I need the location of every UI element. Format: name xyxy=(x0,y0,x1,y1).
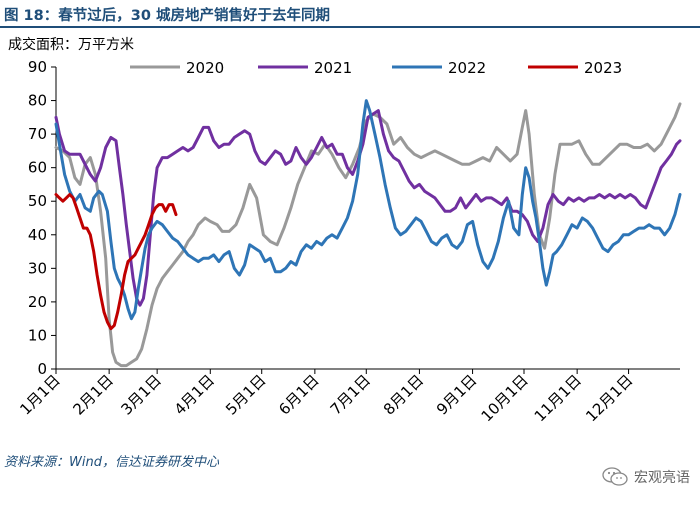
legend-label: 2022 xyxy=(448,59,486,77)
y-tick-label: 80 xyxy=(28,92,47,110)
y-tick-label: 50 xyxy=(28,192,47,210)
series-line-2020 xyxy=(54,102,682,368)
x-tick-label: 1月1日 xyxy=(16,371,63,418)
x-tick-label: 12月1日 xyxy=(582,371,636,425)
series-line-2021 xyxy=(54,109,682,307)
x-tick-label: 3月1日 xyxy=(118,371,165,418)
watermark: 宏观亮语 xyxy=(602,467,690,487)
x-tick-label: 6月1日 xyxy=(275,371,322,418)
unit-label: 成交面积：万平方米 xyxy=(8,36,134,53)
legend-label: 2021 xyxy=(314,59,352,77)
x-tick-label: 11月1日 xyxy=(531,371,585,425)
x-tick-label: 7月1日 xyxy=(327,371,374,418)
legend: 2020 2021 2022 2023 xyxy=(130,59,622,77)
y-tick-label: 0 xyxy=(37,360,47,378)
y-tick-label: 30 xyxy=(28,259,47,277)
title-divider xyxy=(0,26,700,28)
y-tick-label: 70 xyxy=(28,125,47,143)
legend-label: 2020 xyxy=(186,59,224,77)
watermark-text: 宏观亮语 xyxy=(634,470,690,486)
series-line-2022 xyxy=(54,99,682,321)
axes: 0 10 20 30 40 50 60 70 80 90 1月1日 2月1日 3月1日 4月1日 5月1日 6… xyxy=(16,58,680,425)
x-tick-label: 10月1日 xyxy=(478,371,532,425)
x-tick-label: 5月1日 xyxy=(222,371,269,418)
y-tick-label: 90 xyxy=(28,58,47,76)
x-tick-label: 4月1日 xyxy=(171,371,218,418)
y-tick-label: 20 xyxy=(28,293,47,311)
y-tick-label: 60 xyxy=(28,159,47,177)
figure-title: 图 18：春节过后，30 城房地产销售好于去年同期 xyxy=(4,8,330,24)
y-tick-label: 10 xyxy=(28,326,47,344)
y-tick-label: 40 xyxy=(28,226,47,244)
x-tick-label: 2月1日 xyxy=(70,371,117,418)
legend-label: 2023 xyxy=(584,59,622,77)
source-note: 资料来源：Wind，信达证券研发中心 xyxy=(4,455,219,470)
wechat-icon xyxy=(602,467,628,486)
x-tick-label: 9月1日 xyxy=(433,371,480,418)
series-layer xyxy=(54,99,682,368)
x-tick-label: 8月1日 xyxy=(380,371,427,418)
series-line-2023 xyxy=(54,193,178,331)
